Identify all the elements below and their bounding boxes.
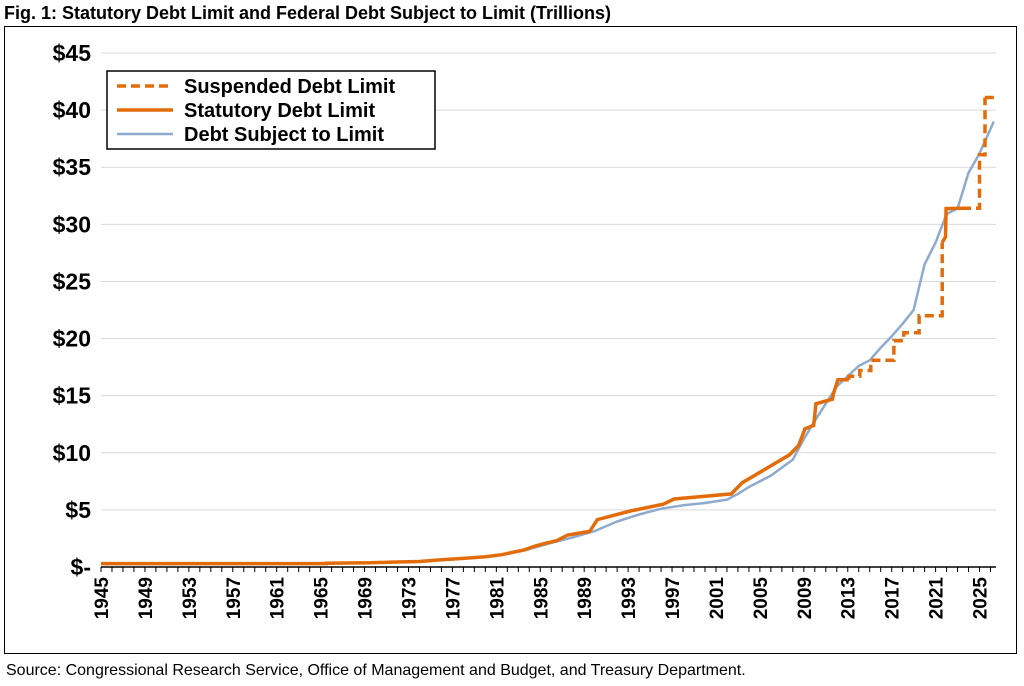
x-tick-label: 1977 (443, 577, 464, 619)
y-tick-label: $5 (65, 497, 91, 523)
x-tick-label: 1997 (663, 577, 684, 619)
y-tick-label: $20 (53, 326, 91, 352)
y-tick-label: $25 (53, 268, 92, 294)
x-tick-label: 2013 (839, 577, 860, 619)
y-tick-label: $30 (53, 211, 91, 237)
series-line-suspended-debt-limit (962, 97, 987, 211)
legend-label: Suspended Debt Limit (184, 76, 395, 98)
x-tick-label: 1973 (399, 577, 420, 619)
figure-title: Fig. 1: Statutory Debt Limit and Federal… (4, 3, 612, 23)
x-tick-label: 2017 (883, 577, 904, 619)
x-tick-label: 2005 (751, 577, 772, 620)
x-tick-label: 1993 (619, 577, 640, 619)
x-tick-label: 1961 (268, 577, 289, 620)
series-line-statutory-debt-limit (940, 206, 963, 244)
x-tick-label: 1953 (180, 577, 201, 619)
y-tick-label: $35 (53, 154, 92, 180)
chart-frame: $- $5 $10 $15 $20 $25 $30 $35 $40 $45 1945 1949 1953… (4, 26, 1017, 654)
series-line-statutory-debt-limit (101, 377, 849, 566)
x-tick-label: 2009 (795, 577, 816, 619)
y-tick-label: $40 (53, 97, 91, 123)
x-tick-label: 1981 (487, 577, 508, 620)
series-line-suspended-debt-limit (847, 242, 944, 380)
axes: $- $5 $10 $15 $20 $25 $30 $35 $40 $45 1945 1949 1953… (53, 40, 996, 619)
x-tick-label: 2025 (971, 577, 992, 620)
x-tick-label: 2021 (927, 577, 948, 620)
x-tick-label: 1989 (575, 577, 596, 619)
x-tick-label: 1957 (224, 577, 245, 619)
y-tick-label: $45 (53, 40, 92, 66)
legend-label: Debt Subject to Limit (184, 124, 384, 146)
x-tick-label: 2001 (707, 577, 728, 620)
legend-label: Statutory Debt Limit (184, 100, 375, 122)
x-tick-label: 1985 (531, 577, 552, 620)
x-tick-label: 1949 (136, 577, 157, 619)
y-tick-label: $- (71, 554, 91, 580)
y-tick-label: $15 (53, 383, 92, 409)
debt-limit-chart: $- $5 $10 $15 $20 $25 $30 $35 $40 $45 1945 1949 1953… (53, 40, 996, 619)
source-note: Source: Congressional Research Service, … (6, 662, 746, 679)
series-layer (100, 95, 995, 566)
x-tick-label: 1965 (312, 577, 333, 620)
x-tick-label: 1945 (92, 577, 113, 620)
y-tick-label: $10 (53, 440, 91, 466)
gridlines (101, 52, 996, 511)
series-line-debt-subject-to-limit (100, 120, 995, 566)
x-tick-label: 1969 (356, 577, 377, 619)
